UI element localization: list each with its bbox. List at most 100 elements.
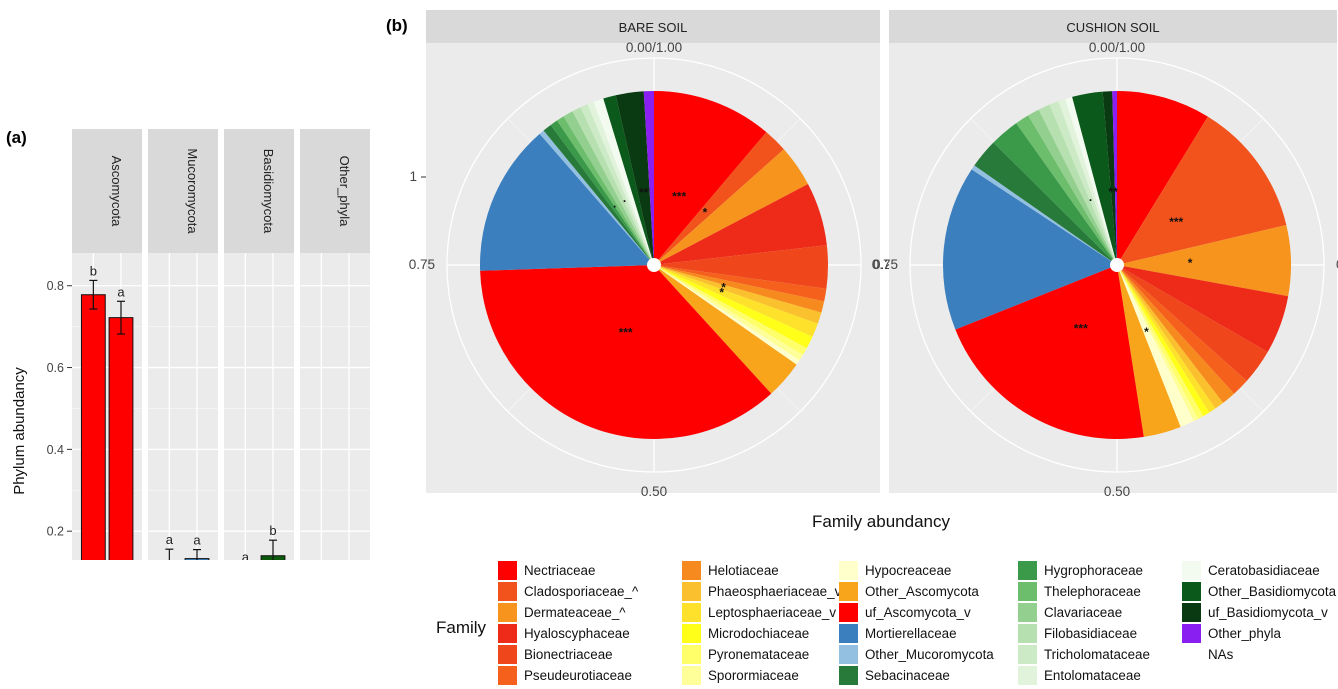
legend-item: Filobasidiaceae [1018, 623, 1150, 644]
legend-column: Hypocreaceae Other_Ascomycota uf_Ascomycot… [839, 560, 994, 686]
pie-slice [654, 184, 827, 265]
legend-swatch [1018, 603, 1037, 622]
legend-swatch [1018, 645, 1037, 664]
pie-slice [603, 95, 654, 265]
significance-letter: a [117, 284, 125, 299]
legend-item: Sebacinaceae [839, 665, 994, 686]
pie-slice [942, 169, 1117, 330]
legend-item: uf_Ascomycota_v [839, 602, 994, 623]
legend-item: Nectriaceae [498, 560, 638, 581]
facet-label: Ascomycota [109, 156, 124, 228]
pie-slice [654, 265, 807, 355]
legend-swatch [839, 666, 858, 685]
pie-slice [955, 265, 1144, 440]
legend-item: Sporormiaceae [682, 665, 841, 686]
pie-slice [1117, 91, 1208, 265]
significance-mark: *** [672, 189, 686, 203]
pie-slice [1065, 96, 1117, 265]
legend-swatch [1018, 561, 1037, 580]
significance-letter: a [242, 549, 250, 560]
pie-slice [587, 101, 654, 265]
pie-panel-bare-soil: BARE SOIL0.00/1.000.250.500.75*********.… [409, 10, 899, 499]
bar [108, 317, 134, 560]
pie-strip [889, 10, 1337, 43]
pie-slice [1117, 265, 1289, 352]
legend-label: uf_Basidiomycota_v [1208, 605, 1328, 620]
pie-slice [654, 91, 767, 265]
significance-mark: ** [1108, 185, 1118, 199]
pie-slice [643, 90, 654, 265]
legend-column: Ceratobasidiaceae Other_Basidiomycota uf_B… [1182, 560, 1336, 665]
legend-label: Leptosphaeriaceae_v [708, 605, 837, 620]
legend-label: Hygrophoraceae [1044, 563, 1144, 578]
pie-slice [1117, 265, 1194, 427]
significance-mark: *** [619, 325, 633, 339]
facet-strip [148, 129, 218, 253]
pie-strip-label: BARE SOIL [619, 20, 688, 35]
legend-label: Other_Basidiomycota [1208, 584, 1337, 599]
pie-slice [654, 245, 829, 289]
pie-slice [1117, 265, 1216, 413]
legend-swatch [498, 645, 517, 664]
legend-swatch [1018, 582, 1037, 601]
legend-label: Entolomataceae [1044, 668, 1141, 683]
legend-swatch [682, 624, 701, 643]
facet-label: Mucoromycota [185, 148, 200, 234]
legend-column: Nectriaceae Cladosporiaceae_^ Dermateaceae… [498, 560, 638, 686]
legend-item: Pseudeurotiaceae [498, 665, 638, 686]
pie-slice [480, 265, 772, 439]
pie-slice [1117, 265, 1224, 409]
legend-item: Hypocreaceae [839, 560, 994, 581]
legend-item: Cladosporiaceae_^ [498, 581, 638, 602]
pie-slice [593, 98, 654, 265]
legend-swatch [1182, 624, 1201, 643]
panel-b-tag: (b) [386, 16, 408, 35]
legend-label: NAs [1208, 647, 1234, 662]
legend-label: Helotiaceae [708, 563, 779, 578]
legend-item: Other_Ascomycota [839, 581, 994, 602]
legend-item: Hygrophoraceae [1018, 560, 1150, 581]
pie-y-tick-label: 1 [409, 169, 417, 184]
pie-slice [1117, 265, 1181, 437]
legend-label: Sebacinaceae [865, 668, 950, 683]
pie-slice [654, 265, 827, 302]
legend-label: Nectriaceae [524, 563, 596, 578]
pie-x-axis-label: Family abundancy [812, 512, 950, 531]
pie-slice [1072, 91, 1117, 265]
legend-swatch [1182, 603, 1201, 622]
legend-item: Microdochiaceae [682, 623, 841, 644]
legend-swatch [682, 666, 701, 685]
legend-column: Hygrophoraceae Thelephoraceae Clavariaceae… [1018, 560, 1150, 686]
y-tick-label: 0.4 [47, 443, 64, 457]
angle-tick-label: 0.75 [409, 257, 435, 272]
bar [80, 294, 106, 560]
significance-mark: * [1188, 256, 1193, 270]
legend-item: Phaeosphaeriaceae_v [682, 581, 841, 602]
pie-slice [971, 165, 1117, 265]
facet-strip [72, 129, 142, 253]
pie-slice [654, 132, 784, 265]
legend-label: Ceratobasidiaceae [1208, 563, 1320, 578]
facet-label: Other_phyla [337, 156, 352, 228]
legend-item: Thelephoraceae [1018, 581, 1150, 602]
pie-slice [654, 265, 818, 337]
angle-tick-label: 0.25 [1336, 257, 1338, 272]
pie-strip-label: CUSHION SOIL [1066, 20, 1159, 35]
significance-mark: ** [639, 186, 649, 200]
pie-slice [1117, 265, 1247, 394]
significance-mark: . [613, 196, 616, 210]
legend-swatch [498, 582, 517, 601]
legend-item: Mortierellaceae [839, 623, 994, 644]
legend-item: Other_Mucoromycota [839, 644, 994, 665]
legend-label: Bionectriaceae [524, 647, 613, 662]
legend-swatch [839, 561, 858, 580]
legend-swatch [1182, 582, 1201, 601]
legend-swatch [498, 561, 517, 580]
pie-center [1110, 258, 1124, 272]
legend-item: Other_Basidiomycota [1182, 581, 1336, 602]
legend-swatch [682, 561, 701, 580]
legend-swatch [682, 603, 701, 622]
legend-label: Phaeosphaeriaceae_v [708, 584, 842, 599]
pie-slice [1038, 104, 1117, 266]
pie-strip [426, 10, 880, 43]
